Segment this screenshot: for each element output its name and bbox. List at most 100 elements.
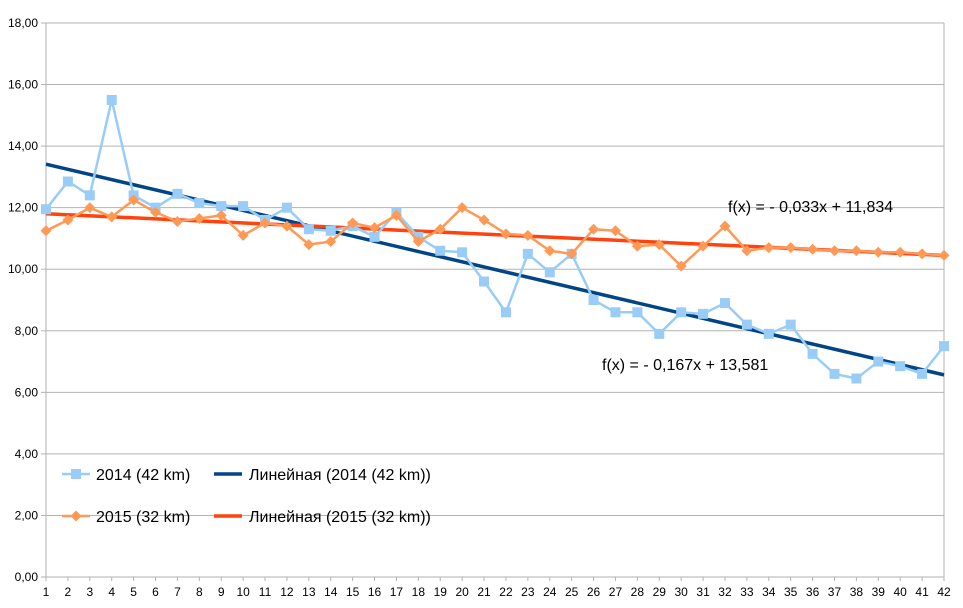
x-tick-label: 1 — [43, 585, 50, 599]
x-tick-label: 18 — [412, 585, 426, 599]
y-tick-label: 18,00 — [8, 16, 38, 30]
data-point — [216, 201, 227, 212]
x-tick-label: 24 — [543, 585, 557, 599]
x-tick-label: 15 — [346, 585, 360, 599]
x-tick-label: 27 — [609, 585, 623, 599]
y-tick-label: 14,00 — [8, 139, 38, 153]
data-point — [106, 211, 118, 223]
data-point — [259, 217, 271, 229]
data-point — [807, 348, 818, 359]
x-tick-label: 40 — [894, 585, 908, 599]
data-point — [522, 229, 534, 241]
data-point — [741, 319, 752, 330]
data-point — [479, 276, 490, 287]
data-point — [697, 240, 709, 252]
data-point — [194, 198, 205, 209]
x-tick-label: 6 — [152, 585, 159, 599]
data-point — [390, 209, 402, 221]
data-point — [435, 245, 446, 256]
x-tick-label: 25 — [565, 585, 579, 599]
x-tick-label: 42 — [937, 585, 951, 599]
data-point — [872, 246, 884, 258]
trend-equation-1: f(x) = - 0,167x + 13,581 — [602, 357, 768, 374]
data-point — [325, 225, 336, 236]
x-tick-label: 17 — [390, 585, 404, 599]
data-point — [62, 176, 73, 187]
x-tick-label: 16 — [368, 585, 382, 599]
x-tick-label: 34 — [762, 585, 776, 599]
data-point — [40, 225, 52, 237]
x-tick-label: 7 — [174, 585, 181, 599]
data-point — [828, 245, 840, 257]
x-tick-label: 39 — [872, 585, 886, 599]
legend-entry-series-2: 2015 (32 km) — [62, 509, 190, 526]
legend-label: 2014 (42 km) — [96, 467, 190, 484]
trend-equation-2: f(x) = - 0,033x + 11,834 — [728, 199, 893, 216]
x-tick-label: 38 — [850, 585, 864, 599]
data-point — [128, 194, 140, 206]
y-tick-label: 6,00 — [15, 385, 39, 399]
data-point — [84, 202, 96, 214]
x-tick-label: 23 — [521, 585, 535, 599]
x-tick-label: 19 — [434, 585, 448, 599]
data-point — [873, 356, 884, 367]
y-tick-label: 12,00 — [8, 201, 38, 215]
data-point — [500, 307, 511, 318]
x-tick-label: 41 — [915, 585, 929, 599]
data-point — [610, 307, 621, 318]
legend-entry-trend-2: Линейная (2015 (32 km)) — [214, 509, 431, 526]
data-point — [62, 214, 74, 226]
data-point — [588, 223, 600, 235]
data-point — [412, 236, 424, 248]
data-point — [303, 224, 314, 235]
x-tick-label: 8 — [196, 585, 203, 599]
data-point — [676, 307, 687, 318]
data-point — [895, 361, 906, 372]
trend-equations: f(x) = - 0,167x + 13,581 f(x) = - 0,033x … — [602, 199, 893, 374]
x-tick-label: 12 — [280, 585, 294, 599]
data-point — [698, 308, 709, 319]
y-tick-label: 16,00 — [8, 78, 38, 92]
data-point — [807, 243, 819, 255]
data-point — [281, 220, 293, 232]
x-tick-label: 10 — [236, 585, 250, 599]
x-tick-label: 21 — [477, 585, 491, 599]
x-tick-label: 5 — [130, 585, 137, 599]
x-tick-label: 11 — [259, 585, 272, 599]
data-point — [785, 319, 796, 330]
data-point — [917, 368, 928, 379]
data-point — [171, 216, 183, 228]
data-point — [193, 212, 205, 224]
data-point — [719, 220, 731, 232]
data-point — [500, 228, 512, 240]
data-point — [609, 225, 621, 237]
data-point — [785, 242, 797, 254]
data-point — [281, 202, 292, 213]
y-tick-label: 8,00 — [15, 324, 39, 338]
x-tick-label: 14 — [324, 585, 338, 599]
data-point — [675, 260, 687, 272]
y-tick-label: 2,00 — [15, 508, 39, 522]
x-tick-label: 13 — [302, 585, 316, 599]
legend-label: 2015 (32 km) — [96, 509, 190, 526]
data-point — [916, 248, 928, 260]
data-point — [632, 307, 643, 318]
x-tick-label: 33 — [740, 585, 754, 599]
x-axis: 1 2 3 4 5 6 7 8 9 10 11 12 13 14 15 16 17 18 19 20 21 22 23 24 2… — [43, 576, 951, 599]
grid-lines — [46, 22, 945, 578]
data-point — [829, 368, 840, 379]
data-point — [84, 190, 95, 201]
legend-label: Линейная (2015 (32 km)) — [249, 509, 431, 526]
series-line — [45, 98, 945, 380]
data-point — [719, 298, 730, 309]
data-point — [478, 214, 490, 226]
data-point — [544, 245, 556, 257]
data-point — [588, 295, 599, 305]
x-tick-label: 4 — [108, 585, 115, 599]
x-tick-label: 9 — [218, 585, 225, 599]
data-point — [41, 204, 51, 215]
data-point — [763, 242, 775, 254]
x-tick-label: 28 — [631, 585, 645, 599]
data-point — [894, 246, 906, 258]
x-tick-label: 37 — [828, 585, 842, 599]
